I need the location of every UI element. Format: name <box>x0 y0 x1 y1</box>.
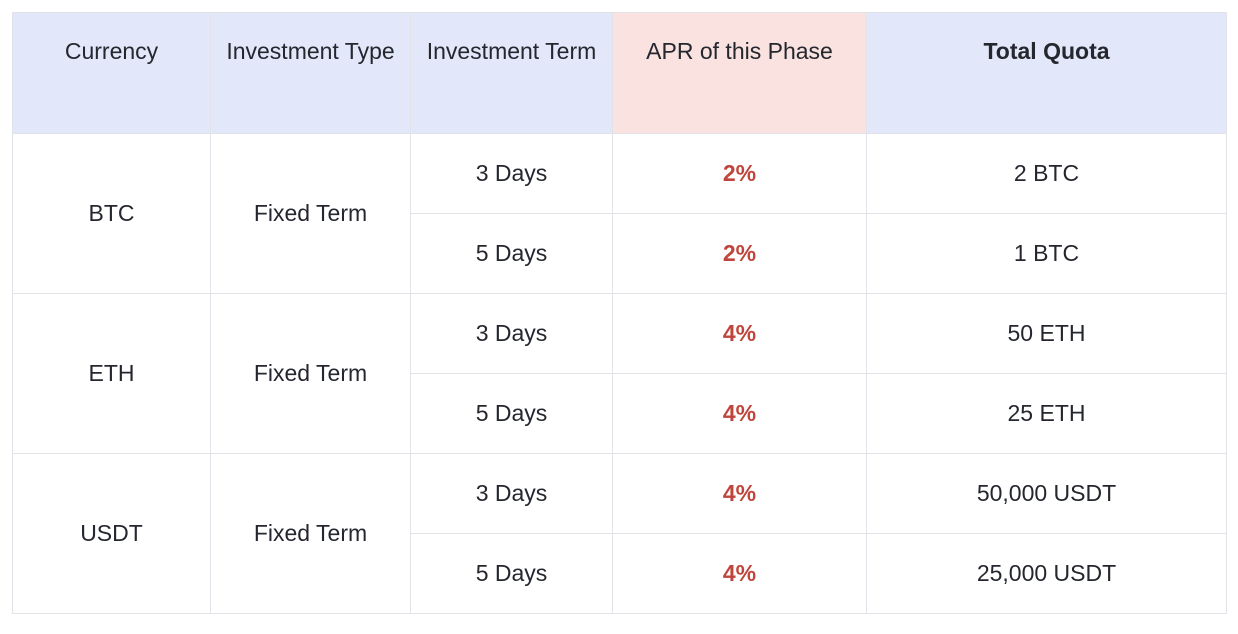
header-currency: Currency <box>12 12 211 134</box>
cell-apr: 4% <box>612 453 867 534</box>
cell-quota: 25 ETH <box>866 373 1227 454</box>
cell-investment-type: Fixed Term <box>210 133 411 294</box>
cell-investment-type: Fixed Term <box>210 453 411 614</box>
cell-term: 5 Days <box>410 373 613 454</box>
cell-apr: 2% <box>612 213 867 294</box>
header-row: Currency Investment Type Investment Term… <box>12 12 1227 134</box>
table-row: BTC Fixed Term 3 Days 2% 2 BTC <box>12 133 1227 294</box>
cell-quota: 2 BTC <box>866 133 1227 214</box>
cell-currency: USDT <box>12 453 211 614</box>
cell-term: 3 Days <box>410 453 613 534</box>
table-row: USDT Fixed Term 3 Days 4% 50,000 USDT <box>12 453 1227 614</box>
cell-apr: 4% <box>612 533 867 614</box>
cell-apr: 2% <box>612 133 867 214</box>
table-row: ETH Fixed Term 3 Days 4% 50 ETH <box>12 293 1227 454</box>
table-row: 5 Days 4% 25,000 USDT <box>13 533 1227 614</box>
header-apr: APR of this Phase <box>612 12 867 134</box>
cell-investment-type: Fixed Term <box>210 293 411 454</box>
cell-term: 5 Days <box>410 213 613 294</box>
table-row: 5 Days 4% 25 ETH <box>13 373 1227 454</box>
cell-quota: 25,000 USDT <box>866 533 1227 614</box>
cell-quota: 1 BTC <box>866 213 1227 294</box>
header-total-quota: Total Quota <box>866 12 1227 134</box>
cell-term: 3 Days <box>410 133 613 214</box>
cell-term: 5 Days <box>410 533 613 614</box>
cell-currency: BTC <box>12 133 211 294</box>
cell-quota: 50,000 USDT <box>866 453 1227 534</box>
cell-currency: ETH <box>12 293 211 454</box>
cell-quota: 50 ETH <box>866 293 1227 374</box>
header-investment-type: Investment Type <box>210 12 411 134</box>
cell-apr: 4% <box>612 373 867 454</box>
cell-term: 3 Days <box>410 293 613 374</box>
cell-apr: 4% <box>612 293 867 374</box>
table-row: 5 Days 2% 1 BTC <box>13 213 1227 294</box>
investment-rates-table-container: Currency Investment Type Investment Term… <box>12 12 1227 614</box>
investment-rates-table: Currency Investment Type Investment Term… <box>12 12 1227 614</box>
header-investment-term: Investment Term <box>410 12 613 134</box>
